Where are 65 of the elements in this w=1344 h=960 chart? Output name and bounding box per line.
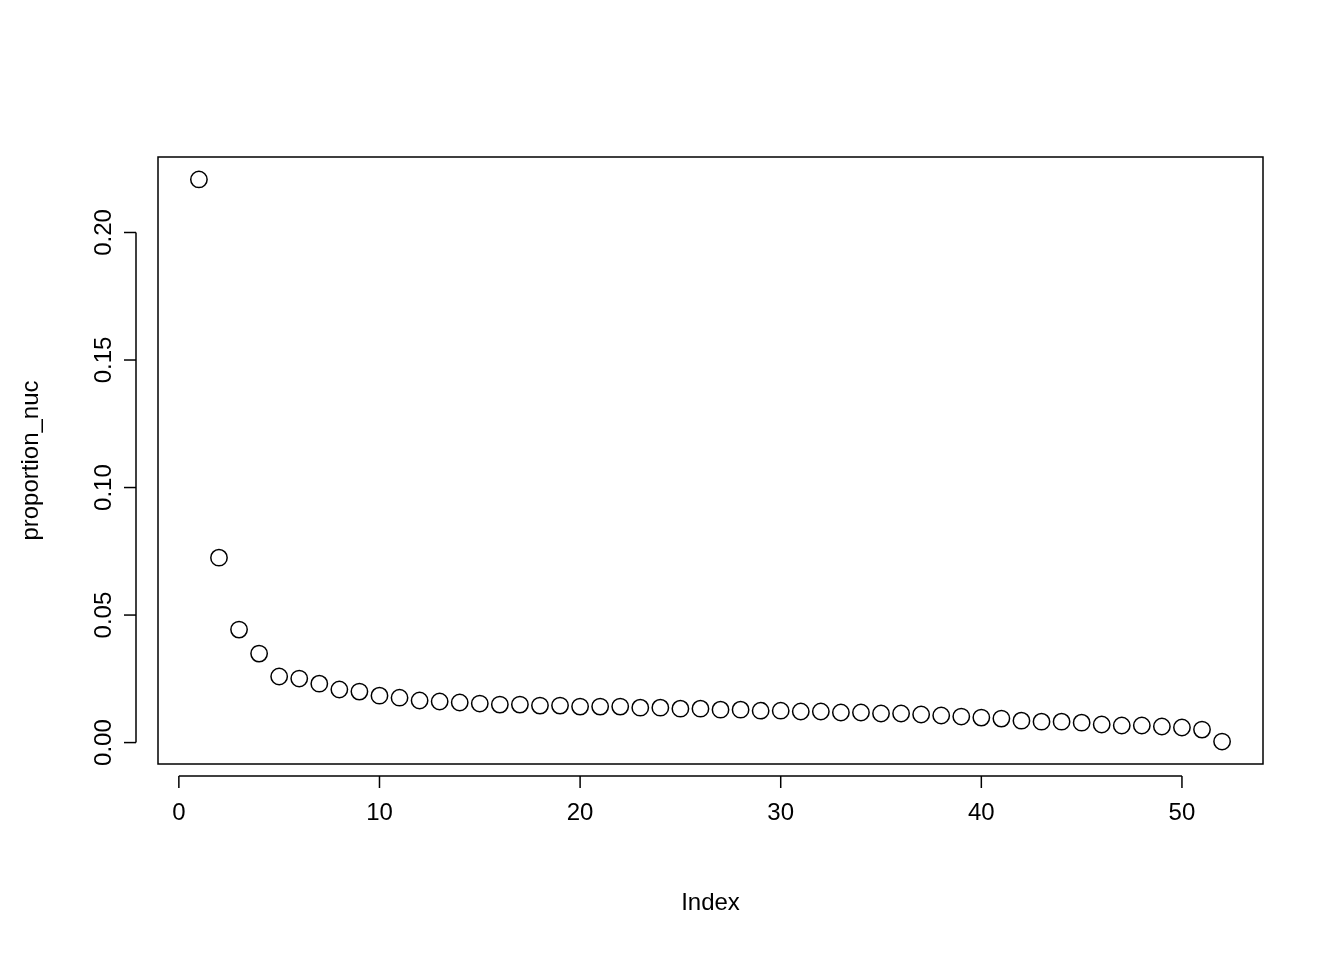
point xyxy=(791,702,810,721)
point xyxy=(892,704,911,723)
point xyxy=(250,644,269,663)
x-tick-label: 40 xyxy=(967,798,995,825)
point xyxy=(1152,717,1171,736)
point xyxy=(470,694,489,713)
x-tick-label: 20 xyxy=(566,798,594,825)
point xyxy=(430,692,449,711)
x-tick-label: 30 xyxy=(767,798,795,825)
point xyxy=(290,669,309,688)
point xyxy=(611,697,630,716)
point xyxy=(831,703,850,722)
point xyxy=(952,707,971,726)
x-tick-label: 10 xyxy=(366,798,393,825)
point xyxy=(270,667,289,686)
point xyxy=(330,680,349,699)
point xyxy=(1012,711,1031,730)
point xyxy=(370,686,389,705)
point xyxy=(510,695,529,714)
point xyxy=(350,682,369,701)
point xyxy=(1052,712,1071,731)
point xyxy=(771,701,790,720)
point xyxy=(872,704,890,723)
x-axis-title: Index xyxy=(681,888,740,915)
point xyxy=(972,708,991,727)
point xyxy=(671,699,690,718)
y-tick-label: 0.10 xyxy=(89,464,116,511)
point xyxy=(1132,716,1151,735)
point xyxy=(1092,715,1111,734)
point xyxy=(751,701,770,720)
point xyxy=(571,697,590,716)
point xyxy=(490,695,509,714)
point xyxy=(450,693,469,712)
point xyxy=(190,170,208,189)
point xyxy=(410,691,429,710)
x-tick-label: 50 xyxy=(1168,798,1196,825)
point xyxy=(310,674,329,693)
x-tick-label: 0 xyxy=(172,798,186,825)
point xyxy=(1213,732,1231,751)
point xyxy=(912,705,931,724)
point xyxy=(1173,718,1191,737)
point xyxy=(992,709,1011,728)
y-tick-label: 0.05 xyxy=(89,591,116,639)
point xyxy=(651,698,670,717)
y-tick-label: 0.15 xyxy=(89,336,116,384)
point xyxy=(210,548,228,567)
y-tick-label: 0.20 xyxy=(89,209,116,256)
point xyxy=(852,703,870,722)
point xyxy=(711,700,730,719)
point xyxy=(811,702,830,721)
point xyxy=(1112,716,1131,735)
point xyxy=(591,697,610,716)
point xyxy=(731,700,750,719)
y-tick-label: 0.00 xyxy=(89,719,116,766)
point xyxy=(1193,720,1211,739)
point xyxy=(631,698,650,717)
point xyxy=(1072,713,1091,732)
point xyxy=(390,688,409,707)
point xyxy=(551,696,569,715)
point xyxy=(691,699,710,718)
point xyxy=(1032,712,1051,731)
point xyxy=(230,620,248,639)
point xyxy=(932,706,951,725)
point xyxy=(531,696,549,715)
y-axis-title: proportion_nuc xyxy=(16,380,43,541)
